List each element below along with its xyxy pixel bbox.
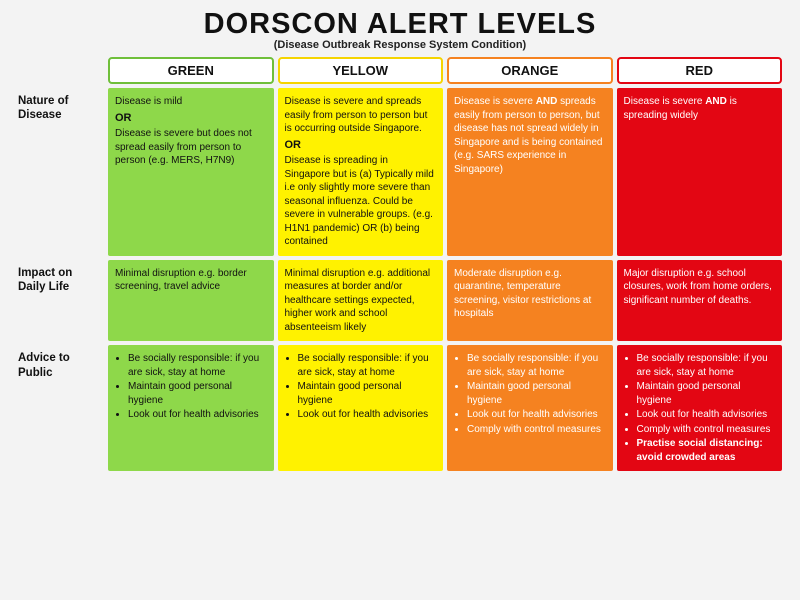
cell: Minimal disruption e.g. additional measu… <box>278 260 444 342</box>
cell: Disease is mildORDisease is severe but d… <box>108 88 274 256</box>
cell: Disease is severe and spreads easily fro… <box>278 88 444 256</box>
row-head: Advice to Public <box>18 345 104 471</box>
alert-table: GREENYELLOWORANGEREDNature of DiseaseDis… <box>18 57 782 471</box>
row-head: Impact on Daily Life <box>18 260 104 342</box>
cell: Minimal disruption e.g. border screening… <box>108 260 274 342</box>
cell: Be socially responsible: if you are sick… <box>278 345 444 471</box>
cell: Be socially responsible: if you are sick… <box>108 345 274 471</box>
cell: Moderate disruption e.g. quarantine, tem… <box>447 260 613 342</box>
col-head-green: GREEN <box>108 57 274 84</box>
cell: Be socially responsible: if you are sick… <box>617 345 783 471</box>
page-title: DORSCON ALERT LEVELS <box>18 8 782 41</box>
cell: Disease is severe AND spreads easily fro… <box>447 88 613 256</box>
page-subtitle: (Disease Outbreak Response System Condit… <box>18 39 782 51</box>
cell: Be socially responsible: if you are sick… <box>447 345 613 471</box>
cell: Major disruption e.g. school closures, w… <box>617 260 783 342</box>
cell: Disease is severe AND is spreading widel… <box>617 88 783 256</box>
col-head-yellow: YELLOW <box>278 57 444 84</box>
col-head-red: RED <box>617 57 783 84</box>
row-head: Nature of Disease <box>18 88 104 256</box>
col-head-orange: ORANGE <box>447 57 613 84</box>
